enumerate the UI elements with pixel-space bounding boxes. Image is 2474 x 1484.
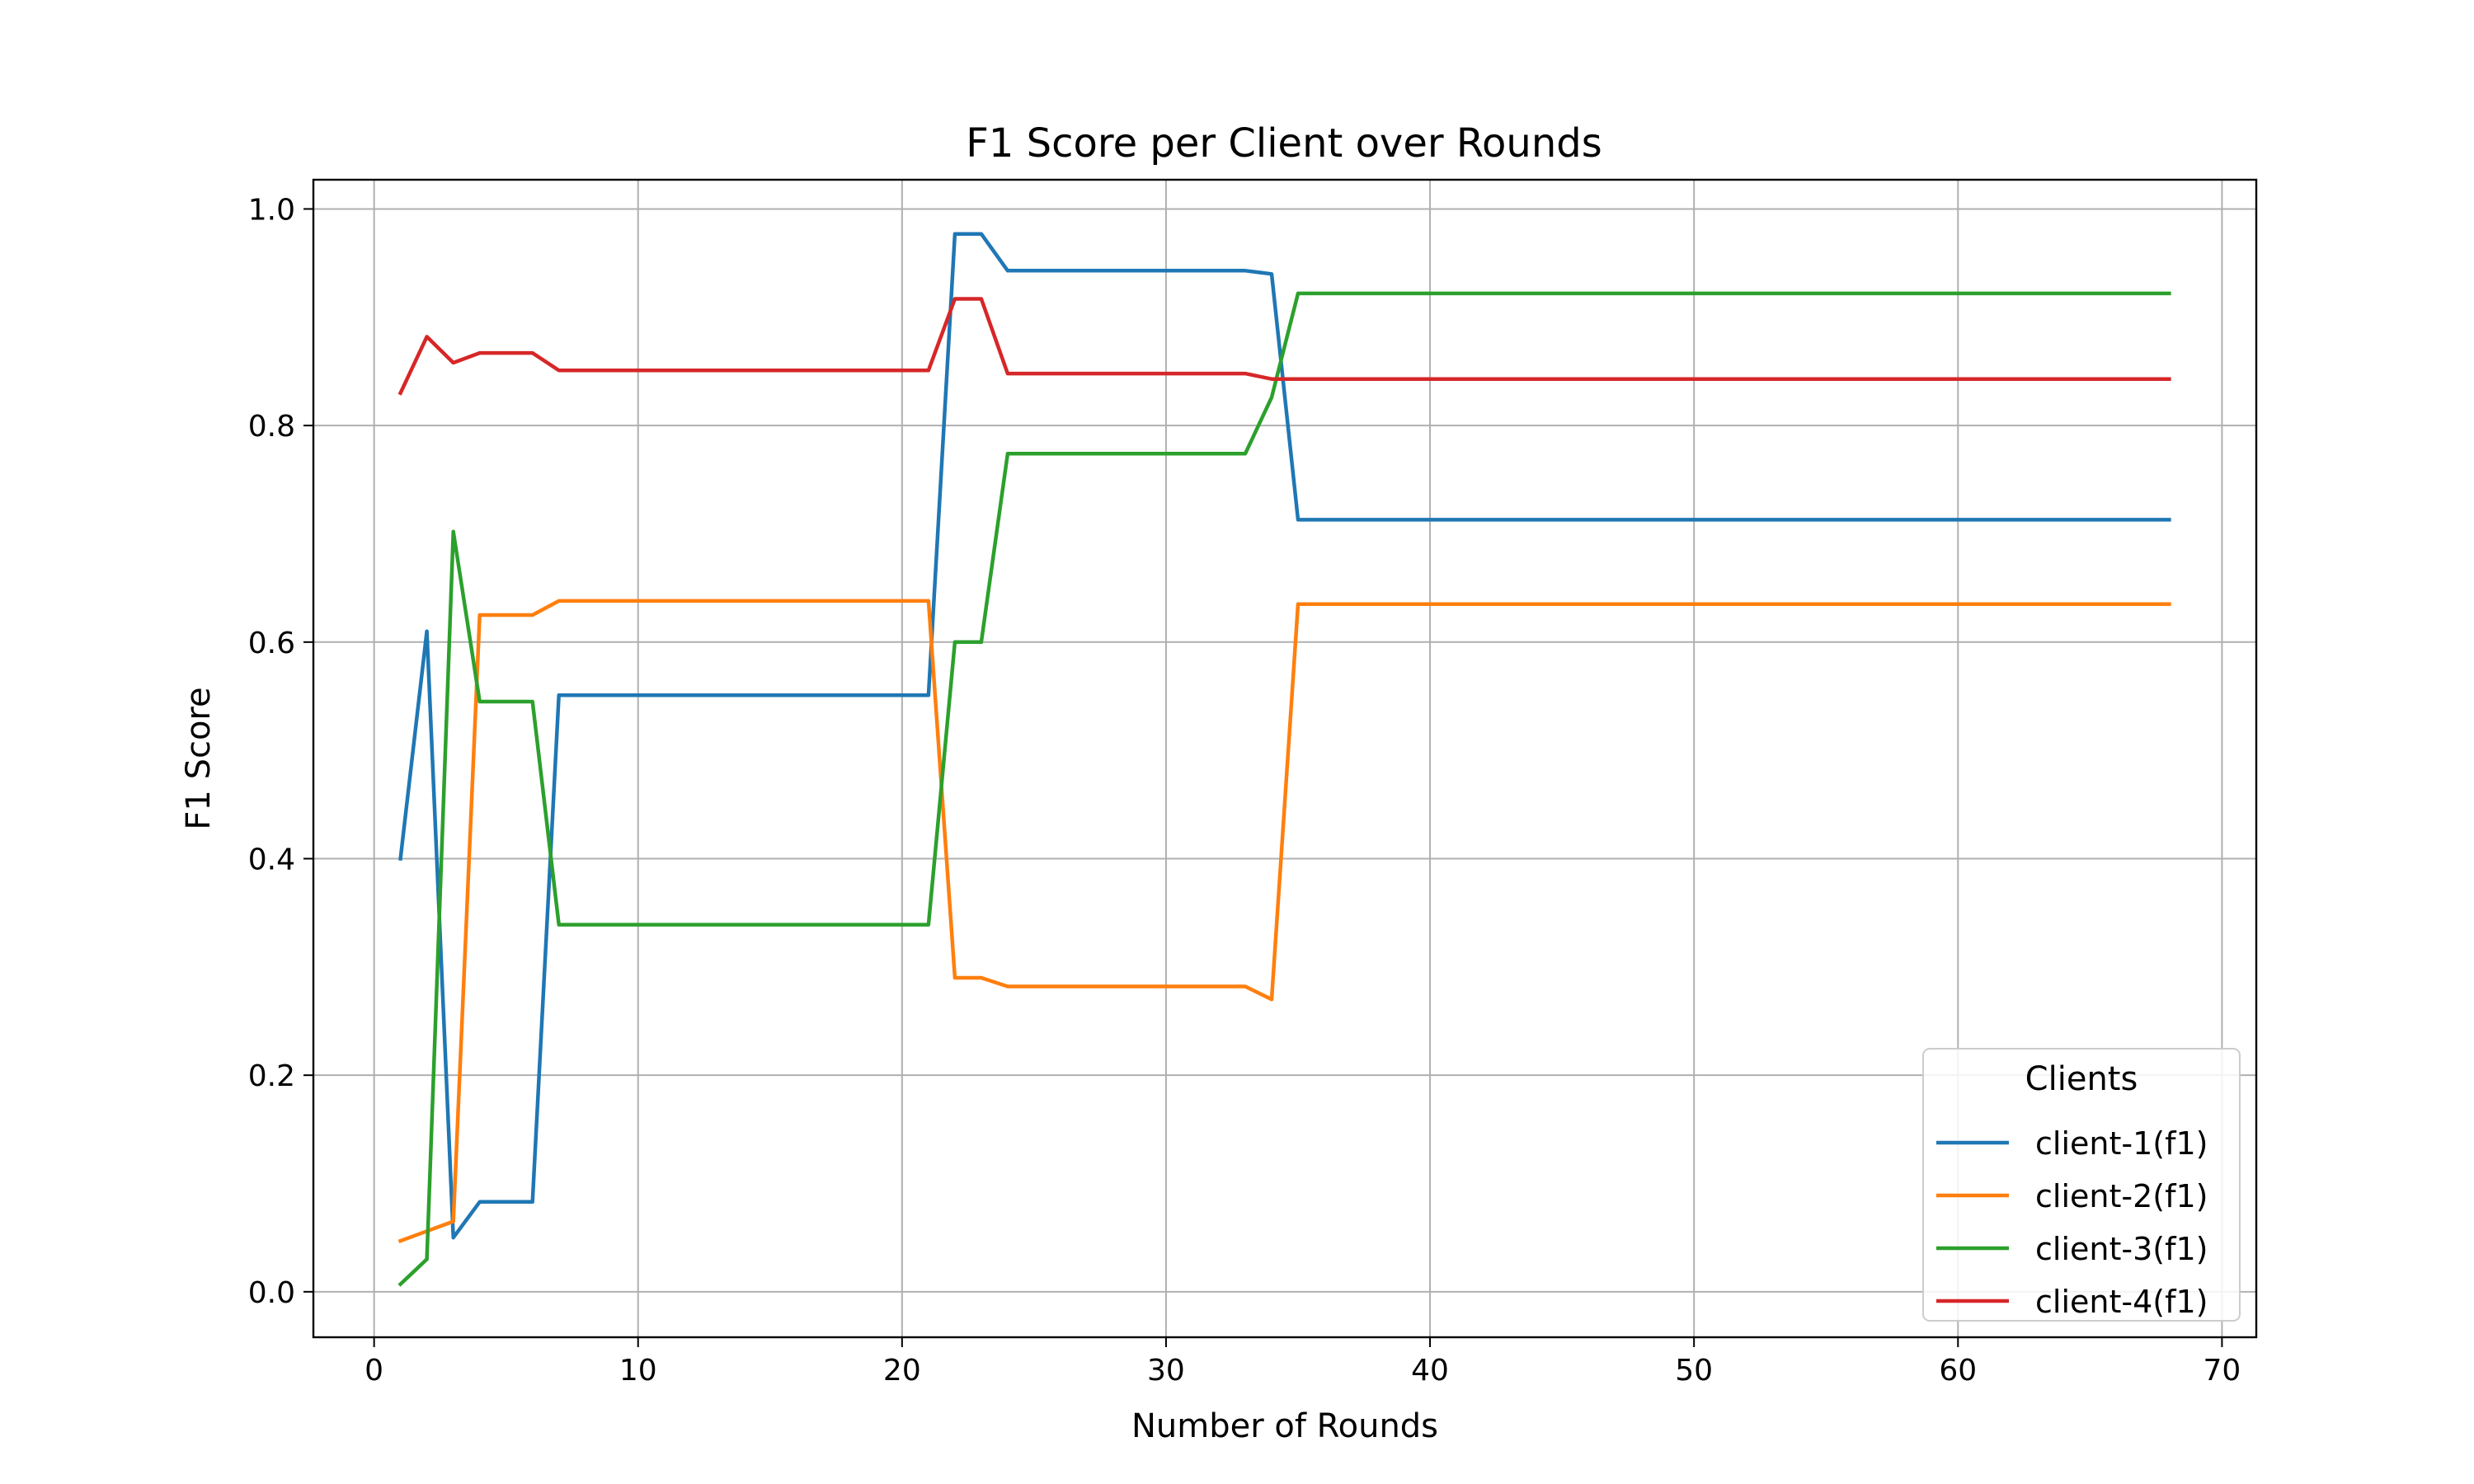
x-axis-ticks: 0 10 20 30 40 50 60 70 — [365, 1337, 2241, 1388]
legend-entries: client-1(f1) client-2(f1) client-3(f1) clie… — [1936, 1125, 2208, 1320]
legend-label-client-2: client-2(f1) — [2035, 1178, 2208, 1214]
x-tick-label: 10 — [619, 1354, 657, 1388]
chart-title: F1 Score per Client over Rounds — [966, 120, 1602, 167]
y-tick-label: 0.4 — [248, 843, 295, 876]
series-line-client-2 — [397, 599, 2171, 1243]
y-tick-label: 1.0 — [248, 193, 295, 227]
y-tick-label: 0.2 — [248, 1059, 295, 1093]
series-line-client-4 — [397, 297, 2171, 396]
plot-frame — [312, 178, 2258, 1339]
series-lines — [397, 232, 2171, 1287]
x-tick-label: 40 — [1411, 1354, 1449, 1388]
x-tick-label: 30 — [1147, 1354, 1185, 1388]
legend-label-client-3: client-3(f1) — [2035, 1231, 2208, 1267]
x-tick-label: 20 — [883, 1354, 921, 1388]
x-tick-label: 60 — [1939, 1354, 1977, 1388]
series-line-client-3 — [397, 291, 2171, 1287]
y-tick-label: 0.8 — [248, 410, 295, 444]
x-tick-label: 0 — [365, 1354, 383, 1388]
legend-box — [1922, 1048, 2241, 1322]
series-line-client-1 — [398, 232, 2171, 1240]
x-tick-label: 50 — [1675, 1354, 1713, 1388]
x-tick-label: 70 — [2203, 1354, 2241, 1388]
legend-label-client-1: client-1(f1) — [2035, 1125, 2208, 1162]
x-axis-label: Number of Rounds — [1131, 1407, 1438, 1445]
y-axis-label: F1 Score — [180, 687, 218, 829]
legend-label-client-4: client-4(f1) — [2035, 1284, 2208, 1320]
y-axis-ticks: 0.0 0.2 0.4 0.6 0.8 1.0 — [248, 193, 313, 1310]
y-tick-label: 0.0 — [248, 1276, 295, 1310]
legend-title: Clients — [2025, 1060, 2138, 1098]
y-tick-label: 0.6 — [248, 627, 295, 660]
legend: Clients client-1(f1) client-2(f1) client-3… — [1922, 1048, 2241, 1322]
